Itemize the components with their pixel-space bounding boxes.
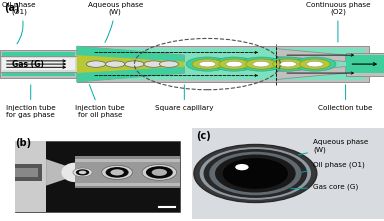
Circle shape: [294, 57, 336, 71]
Bar: [75, 159, 180, 186]
Circle shape: [267, 57, 309, 71]
Circle shape: [125, 61, 144, 67]
Circle shape: [204, 149, 307, 198]
Bar: [2, 58, 75, 70]
Polygon shape: [276, 49, 346, 61]
Text: Continuous phase
(O2): Continuous phase (O2): [306, 2, 370, 42]
Circle shape: [200, 147, 311, 200]
Polygon shape: [46, 159, 75, 186]
Text: Oil phase (O1): Oil phase (O1): [298, 161, 365, 173]
Bar: [15, 168, 38, 177]
Text: Square capillary: Square capillary: [155, 85, 214, 111]
Bar: [81, 48, 365, 80]
Circle shape: [111, 169, 124, 175]
Circle shape: [213, 57, 255, 71]
Text: Oil phase
(O1): Oil phase (O1): [2, 2, 36, 44]
Circle shape: [300, 59, 330, 69]
Text: Injection tube
for oil phase: Injection tube for oil phase: [75, 85, 125, 118]
Bar: [346, 53, 384, 76]
Text: Aqueous phase
(W): Aqueous phase (W): [298, 139, 368, 155]
Circle shape: [86, 61, 106, 67]
Circle shape: [144, 61, 163, 67]
Circle shape: [223, 158, 288, 189]
Circle shape: [76, 169, 89, 175]
Polygon shape: [77, 64, 184, 73]
Text: Gas core (G): Gas core (G): [291, 184, 358, 190]
Text: Aqueous phase
(W): Aqueous phase (W): [88, 2, 143, 42]
Text: Injection tube
for gas phase: Injection tube for gas phase: [6, 85, 56, 118]
Circle shape: [79, 171, 86, 174]
Circle shape: [273, 59, 303, 69]
Circle shape: [246, 59, 276, 69]
Text: (c): (c): [196, 131, 210, 141]
Bar: [0, 50, 77, 78]
Bar: [0, 56, 77, 72]
Circle shape: [106, 61, 125, 67]
Circle shape: [102, 165, 132, 179]
Bar: [346, 55, 384, 73]
Circle shape: [306, 61, 323, 67]
Circle shape: [192, 59, 223, 69]
Text: Gas (G): Gas (G): [12, 60, 43, 69]
Ellipse shape: [61, 163, 88, 182]
Polygon shape: [77, 46, 184, 61]
Circle shape: [219, 59, 250, 69]
Circle shape: [226, 61, 243, 67]
Circle shape: [240, 57, 282, 71]
Polygon shape: [77, 67, 184, 82]
Circle shape: [253, 61, 270, 67]
Bar: [77, 46, 369, 82]
Bar: [15, 141, 180, 212]
Text: (b): (b): [15, 138, 31, 148]
Bar: [15, 141, 46, 212]
Bar: [75, 156, 180, 188]
Circle shape: [194, 145, 317, 202]
Text: Collection tube: Collection tube: [318, 85, 373, 111]
Circle shape: [152, 169, 167, 176]
Circle shape: [142, 164, 177, 180]
Polygon shape: [77, 46, 184, 61]
Circle shape: [186, 57, 228, 71]
Circle shape: [280, 61, 296, 67]
Circle shape: [73, 168, 92, 177]
Circle shape: [146, 166, 173, 179]
Circle shape: [215, 154, 296, 192]
Bar: [15, 164, 42, 181]
Polygon shape: [77, 67, 184, 82]
Polygon shape: [77, 55, 184, 64]
Circle shape: [159, 61, 179, 67]
Bar: [75, 162, 180, 183]
Polygon shape: [276, 67, 346, 80]
Circle shape: [235, 164, 249, 170]
Bar: [2, 52, 75, 76]
Text: (a): (a): [4, 3, 19, 13]
Circle shape: [106, 167, 129, 178]
Circle shape: [199, 61, 216, 67]
Circle shape: [209, 152, 301, 195]
